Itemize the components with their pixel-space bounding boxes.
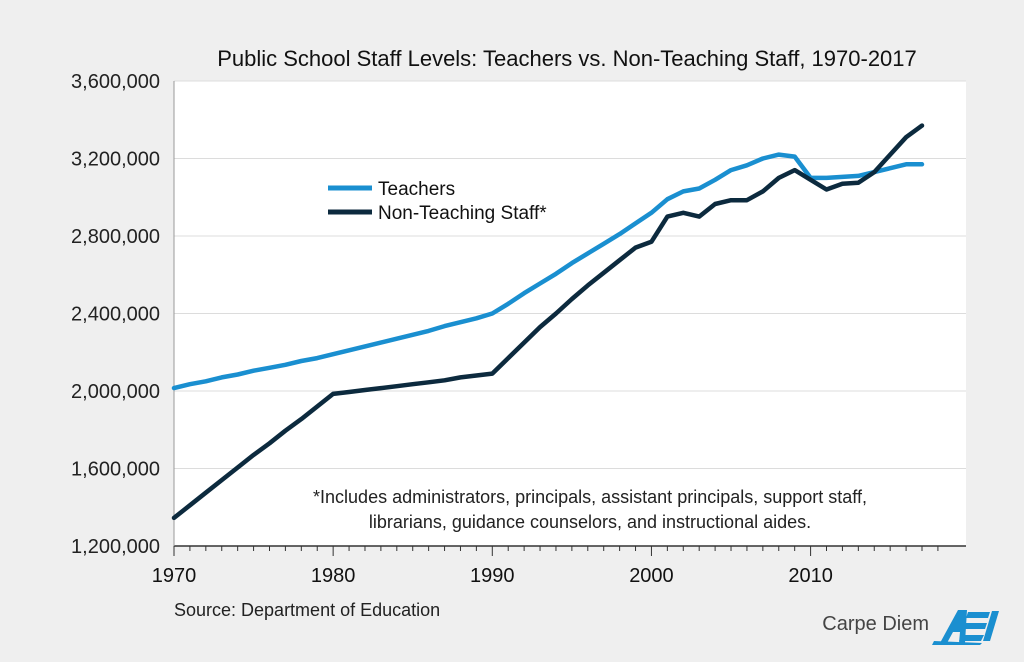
aei-logo [932, 610, 999, 645]
annotation-line-1: *Includes administrators, principals, as… [313, 487, 867, 507]
annotation-line-2: librarians, guidance counselors, and ins… [369, 512, 811, 532]
y-tick-label: 1,200,000 [71, 536, 160, 558]
carpe-diem-label: Carpe Diem [822, 613, 929, 635]
x-tick-label: 2000 [629, 565, 674, 587]
chart-title: Public School Staff Levels: Teachers vs.… [217, 46, 917, 71]
legend-label-teachers: Teachers [378, 179, 455, 200]
y-tick-label: 3,200,000 [71, 149, 160, 171]
legend-label-non-teaching: Non-Teaching Staff* [378, 203, 547, 224]
x-tick-label: 1970 [152, 565, 197, 587]
series-line-non-teaching [171, 123, 925, 521]
y-tick-label: 3,600,000 [71, 71, 160, 93]
legend: Teachers Non-Teaching Staff* [328, 179, 547, 224]
x-tick-label: 1980 [311, 565, 356, 587]
y-tick-label: 1,600,000 [71, 459, 160, 481]
series-line-teachers [171, 152, 925, 391]
y-tick-label: 2,000,000 [71, 381, 160, 403]
x-tick-label: 1990 [470, 565, 515, 587]
x-tick-label: 2010 [788, 565, 833, 587]
y-tick-label: 2,400,000 [71, 304, 160, 326]
source-note: Source: Department of Education [174, 600, 440, 620]
y-tick-label: 2,800,000 [71, 226, 160, 248]
